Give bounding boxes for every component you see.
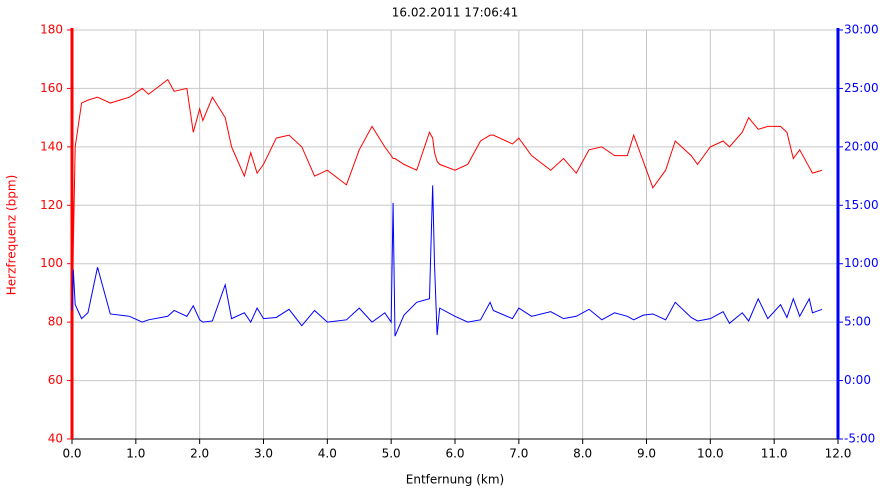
y-tick-label: 80 [48,315,63,329]
x-tick-label: 12.0 [825,447,852,461]
y2-tick-label: 25:00 [844,81,879,95]
y2-tick-label: 20:00 [844,139,879,153]
x-tick-label: 9.0 [637,447,656,461]
y-axis-label: Herzfrequenz (bpm) [5,175,19,296]
y-tick-label: 60 [48,373,63,387]
x-tick-label: 8.0 [573,447,592,461]
x-tick-label: 2.0 [190,447,209,461]
data-line [71,78,823,358]
x-axis-label: Entfernung (km) [406,473,504,487]
x-tick-label: 6.0 [445,447,464,461]
y-tick-label: 180 [40,23,63,37]
x-tick-label: 11.0 [761,447,788,461]
y-tick-label: 140 [40,139,63,153]
x-tick-label: 1.0 [126,447,145,461]
y2-tick-label: 10:00 [844,256,879,270]
x-tick-label: 0.0 [62,447,81,461]
y2-tick-label: 30:00 [844,23,879,37]
x-tick-label: 4.0 [318,447,337,461]
y2-tick-label: 5:00 [844,315,871,329]
y-tick-label: 120 [40,198,63,212]
x-tick-label: 7.0 [509,447,528,461]
x-tick-label: 5.0 [382,447,401,461]
y2-tick-label: 0:00 [844,373,871,387]
data-line [71,185,823,337]
y-tick-label: 160 [40,81,63,95]
y2-tick-label: -5:00 [844,432,875,446]
chart-title: 16.02.2011 17:06:41 [392,6,518,20]
x-tick-label: 10.0 [697,447,724,461]
y2-tick-label: 15:00 [844,198,879,212]
x-tick-label: 3.0 [254,447,273,461]
y-tick-label: 40 [48,432,63,446]
y-tick-label: 100 [40,256,63,270]
